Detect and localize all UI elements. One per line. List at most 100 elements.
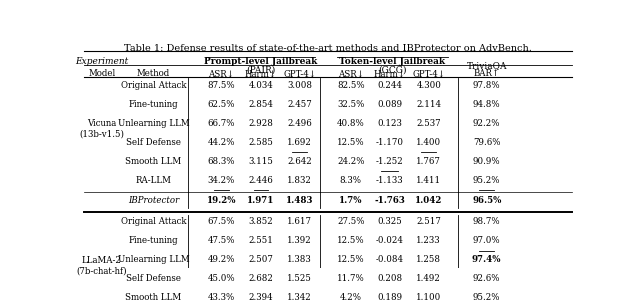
Text: (PAIR): (PAIR) — [246, 66, 275, 75]
Text: 62.5%: 62.5% — [207, 100, 235, 109]
Text: 3.008: 3.008 — [287, 81, 312, 90]
Text: LLaMA-2
(7b-chat-hf): LLaMA-2 (7b-chat-hf) — [77, 256, 127, 275]
Text: 1.692: 1.692 — [287, 138, 312, 147]
Text: 2.457: 2.457 — [287, 100, 312, 109]
Text: Self Defense: Self Defense — [126, 275, 181, 283]
Text: 1.100: 1.100 — [416, 293, 442, 301]
Text: 1.971: 1.971 — [247, 196, 275, 205]
Text: 2.446: 2.446 — [249, 176, 273, 185]
Text: Harm↓: Harm↓ — [374, 70, 406, 79]
Text: 34.2%: 34.2% — [207, 176, 235, 185]
Text: 2.642: 2.642 — [287, 157, 312, 166]
Text: 49.2%: 49.2% — [207, 255, 235, 264]
Text: Fine-tuning: Fine-tuning — [129, 100, 178, 109]
Text: 45.0%: 45.0% — [207, 275, 235, 283]
Text: RA-LLM: RA-LLM — [136, 176, 172, 185]
Text: Smooth LLM: Smooth LLM — [125, 157, 182, 166]
Text: 90.9%: 90.9% — [473, 157, 500, 166]
Text: Harm↓: Harm↓ — [245, 70, 277, 79]
Text: -1.170: -1.170 — [376, 138, 403, 147]
Text: 12.5%: 12.5% — [337, 255, 365, 264]
Text: 1.258: 1.258 — [416, 255, 441, 264]
Text: 3.115: 3.115 — [248, 157, 273, 166]
Text: 0.325: 0.325 — [377, 217, 402, 226]
Text: 1.342: 1.342 — [287, 293, 312, 301]
Text: 32.5%: 32.5% — [337, 100, 365, 109]
Text: 1.383: 1.383 — [287, 255, 312, 264]
Text: 1.832: 1.832 — [287, 176, 312, 185]
Text: ASR↓: ASR↓ — [338, 70, 364, 79]
Text: 82.5%: 82.5% — [337, 81, 365, 90]
Text: 67.5%: 67.5% — [207, 217, 235, 226]
Text: 1.042: 1.042 — [415, 196, 442, 205]
Text: 0.189: 0.189 — [377, 293, 402, 301]
Text: 87.5%: 87.5% — [207, 81, 235, 90]
Text: 98.7%: 98.7% — [473, 217, 500, 226]
Text: 8.3%: 8.3% — [340, 176, 362, 185]
Text: -1.763: -1.763 — [374, 196, 405, 205]
Text: 2.585: 2.585 — [248, 138, 273, 147]
Text: 2.507: 2.507 — [248, 255, 273, 264]
Text: Vicuna
(13b-v1.5): Vicuna (13b-v1.5) — [79, 119, 124, 139]
Text: 97.0%: 97.0% — [473, 236, 500, 245]
Text: GPT-4↓: GPT-4↓ — [412, 70, 445, 79]
Text: Token-level Jailbreak: Token-level Jailbreak — [339, 57, 445, 66]
Text: 1.483: 1.483 — [286, 196, 314, 205]
Text: 1.392: 1.392 — [287, 236, 312, 245]
Text: 27.5%: 27.5% — [337, 217, 365, 226]
Text: 2.551: 2.551 — [248, 236, 273, 245]
Text: 12.5%: 12.5% — [337, 138, 365, 147]
Text: Unlearning LLM: Unlearning LLM — [118, 255, 189, 264]
Text: -1.252: -1.252 — [376, 157, 403, 166]
Text: Self Defense: Self Defense — [126, 138, 181, 147]
Text: 1.525: 1.525 — [287, 275, 312, 283]
Text: 47.5%: 47.5% — [207, 236, 235, 245]
Text: 2.854: 2.854 — [248, 100, 273, 109]
Text: 96.5%: 96.5% — [472, 196, 501, 205]
Text: 1.767: 1.767 — [416, 157, 441, 166]
Text: Smooth LLM: Smooth LLM — [125, 293, 182, 301]
Text: 2.114: 2.114 — [416, 100, 441, 109]
Text: 0.208: 0.208 — [377, 275, 402, 283]
Text: 12.5%: 12.5% — [337, 236, 365, 245]
Text: Experiment: Experiment — [75, 57, 129, 66]
Text: 97.8%: 97.8% — [473, 81, 500, 90]
Text: Original Attack: Original Attack — [120, 217, 186, 226]
Text: 0.244: 0.244 — [377, 81, 402, 90]
Text: ASR↓: ASR↓ — [209, 70, 234, 79]
Text: BAR↑: BAR↑ — [474, 70, 500, 79]
Text: -1.133: -1.133 — [376, 176, 403, 185]
Text: 97.4%: 97.4% — [472, 255, 502, 264]
Text: 1.233: 1.233 — [417, 236, 441, 245]
Text: Original Attack: Original Attack — [120, 81, 186, 90]
Text: 40.8%: 40.8% — [337, 119, 365, 128]
Text: 79.6%: 79.6% — [473, 138, 500, 147]
Text: Model: Model — [88, 70, 115, 79]
Text: 43.3%: 43.3% — [208, 293, 235, 301]
Text: 1.492: 1.492 — [416, 275, 441, 283]
Text: 95.2%: 95.2% — [473, 176, 500, 185]
Text: Fine-tuning: Fine-tuning — [129, 236, 178, 245]
Text: 0.089: 0.089 — [377, 100, 402, 109]
Text: 4.034: 4.034 — [249, 81, 273, 90]
Text: 68.3%: 68.3% — [207, 157, 235, 166]
Text: Table 1: Defense results of state-of-the-art methods and IBProtector on AdvBench: Table 1: Defense results of state-of-the… — [124, 44, 532, 53]
Text: 24.2%: 24.2% — [337, 157, 365, 166]
Text: 2.682: 2.682 — [248, 275, 273, 283]
Text: TriviaQA: TriviaQA — [467, 61, 507, 70]
Text: 2.537: 2.537 — [417, 119, 441, 128]
Text: 92.6%: 92.6% — [473, 275, 500, 283]
Text: 1.7%: 1.7% — [339, 196, 363, 205]
Text: 0.123: 0.123 — [377, 119, 402, 128]
Text: -0.084: -0.084 — [376, 255, 403, 264]
Text: 1.617: 1.617 — [287, 217, 312, 226]
Text: -0.024: -0.024 — [376, 236, 403, 245]
Text: GPT-4↓: GPT-4↓ — [284, 70, 316, 79]
Text: 94.8%: 94.8% — [473, 100, 500, 109]
Text: 4.300: 4.300 — [416, 81, 441, 90]
Text: 19.2%: 19.2% — [207, 196, 236, 205]
Text: (GCG): (GCG) — [378, 66, 406, 75]
Text: 4.2%: 4.2% — [340, 293, 362, 301]
Text: Method: Method — [137, 70, 170, 79]
Text: 66.7%: 66.7% — [207, 119, 235, 128]
